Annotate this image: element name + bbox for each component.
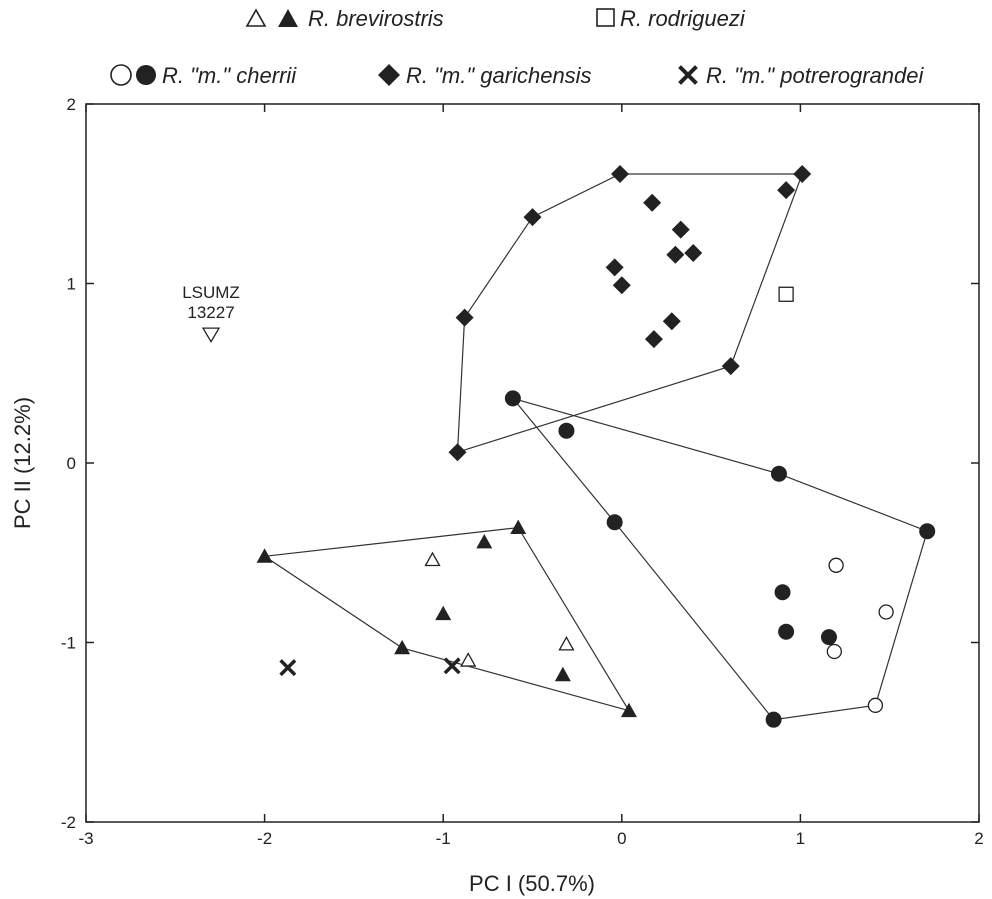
y-tick-label: 0: [67, 454, 76, 473]
data-point-cross: [279, 659, 297, 677]
legend-label-brevirostris: R. brevirostris: [308, 6, 444, 31]
data-point-filled-diamond: [643, 193, 662, 212]
cross-stroke: [443, 657, 461, 675]
data-point-filled-circle: [774, 584, 791, 601]
data-point-open-circle: [826, 643, 842, 660]
y-tick-label: -1: [61, 634, 76, 653]
data-point-filled-diamond: [611, 165, 630, 184]
legend-label-cherrii: R. "m." cherrii: [162, 63, 297, 88]
data-point-filled-diamond: [777, 181, 796, 200]
data-point-cross: [443, 657, 461, 675]
y-tick-label: 1: [67, 275, 76, 294]
x-axis-title: PC I (50.7%): [469, 871, 595, 896]
data-point-filled-diamond: [523, 208, 542, 227]
legend-marker-cross: [678, 65, 698, 85]
data-point-open-triangle: [558, 635, 575, 651]
legend-label-garichensis: R. "m." garichensis: [406, 63, 592, 88]
y-tick-label: 2: [67, 95, 76, 114]
data-point-open-down-triangle: [201, 327, 221, 344]
x-tick-label: -1: [436, 829, 451, 848]
x-tick-label: -3: [78, 829, 93, 848]
data-point-filled-diamond: [448, 443, 467, 462]
data-point-open-square: [778, 286, 794, 302]
data-point-open-circle: [828, 557, 844, 573]
annotation-lsumz-line2: 13227: [187, 303, 234, 322]
data-point-open-circle: [867, 697, 884, 713]
data-point-filled-diamond: [793, 165, 812, 184]
data-point-filled-triangle: [394, 639, 411, 655]
data-point-filled-circle: [606, 514, 623, 531]
data-point-filled-triangle: [620, 702, 637, 718]
legend-marker-filled-circle: [136, 65, 156, 85]
data-point-filled-circle: [558, 422, 575, 439]
legend-marker-filled-triangle: [278, 9, 298, 27]
legend: R. brevirostris R. rodriguezi R. "m." ch…: [110, 6, 924, 88]
data-points: [201, 165, 936, 728]
data-point-filled-diamond: [455, 308, 474, 327]
data-point-filled-diamond: [662, 312, 681, 331]
data-point-filled-diamond: [684, 243, 703, 262]
x-tick-label: 1: [796, 829, 805, 848]
data-point-filled-diamond: [644, 330, 663, 349]
annotation-lsumz-line1: LSUMZ: [182, 283, 240, 302]
cross-stroke: [279, 659, 297, 677]
data-point-open-circle: [878, 604, 894, 620]
legend-label-rodriguezi: R. rodriguezi: [620, 6, 746, 31]
data-point-filled-diamond: [721, 357, 740, 376]
data-point-filled-diamond: [666, 245, 685, 264]
data-point-filled-circle: [919, 523, 936, 540]
y-tick-label: -2: [61, 813, 76, 832]
data-point-filled-diamond: [605, 258, 624, 277]
x-tick-label: 0: [617, 829, 626, 848]
data-point-filled-circle: [765, 711, 782, 728]
data-point-filled-circle: [778, 623, 795, 640]
legend-marker-open-square: [596, 8, 615, 27]
hull-polygon: [511, 397, 928, 721]
x-tick-label: -2: [257, 829, 272, 848]
legend-label-potrerograndei: R. "m." potrerograndei: [706, 63, 924, 88]
data-point-filled-circle: [820, 629, 837, 646]
legend-marker-open-triangle: [245, 8, 267, 27]
data-point-filled-triangle: [554, 666, 571, 682]
data-point-open-triangle: [460, 652, 477, 667]
data-point-filled-diamond: [612, 276, 631, 295]
data-point-filled-triangle: [476, 533, 493, 549]
data-point-open-triangle: [424, 551, 441, 567]
data-point-filled-triangle: [256, 548, 273, 563]
data-point-filled-triangle: [510, 519, 527, 535]
x-tick-label: 2: [974, 829, 983, 848]
data-point-filled-circle: [504, 390, 521, 407]
legend-marker-open-circle: [110, 64, 132, 86]
y-axis-title: PC II (12.2%): [10, 397, 35, 529]
hull-polygon: [456, 173, 804, 454]
data-point-filled-circle: [770, 465, 787, 482]
data-point-filled-triangle: [435, 605, 452, 621]
legend-marker-filled-diamond: [378, 64, 400, 86]
data-point-filled-diamond: [671, 220, 690, 239]
